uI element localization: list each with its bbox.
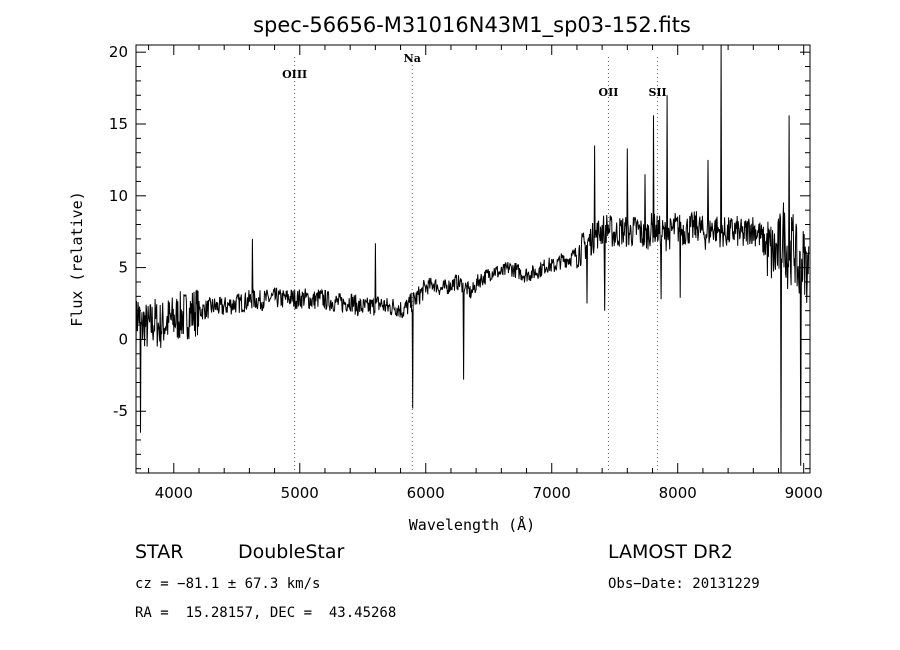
y-tick-label: -5: [113, 402, 128, 420]
plot-frame: [135, 44, 811, 474]
redshift-text: cz = −81.1 ± 67.3 km/s: [135, 576, 321, 592]
y-tick-label: 5: [118, 259, 128, 277]
spectral-line-markers: OIII Na OII SII: [282, 52, 667, 473]
x-tick-label: 9000: [785, 484, 823, 502]
spectrum-line: [135, 44, 810, 474]
observation-date: Obs−Date: 20131229: [608, 576, 760, 592]
y-axis-ticks: -5 0 5 10 15 20: [109, 43, 810, 470]
x-tick-label: 8000: [659, 484, 697, 502]
spectral-line-label-0: OIII: [282, 68, 307, 81]
spectral-line-label-2: OII: [598, 86, 618, 99]
x-tick-label: 7000: [533, 484, 571, 502]
y-tick-label: 0: [118, 330, 128, 348]
spectral-line-label-1: Na: [404, 52, 421, 65]
chart-title: spec-56656-M31016N43M1_sp03-152.fits: [253, 13, 691, 38]
coordinates-text: RA = 15.28157, DEC = 43.45268: [135, 605, 397, 621]
object-subclass: DoubleStar: [238, 541, 345, 563]
y-tick-label: 10: [109, 187, 128, 205]
x-tick-label: 4000: [155, 484, 193, 502]
x-tick-label: 6000: [407, 484, 445, 502]
y-axis-label: Flux (relative): [68, 191, 86, 326]
survey-name: LAMOST DR2: [608, 541, 733, 563]
y-tick-label: 20: [109, 43, 128, 61]
x-axis-ticks: 4000 5000 6000 7000 8000 9000: [148, 45, 823, 502]
x-tick-label: 5000: [281, 484, 319, 502]
y-tick-label: 15: [109, 115, 128, 133]
x-axis-label: Wavelength (Å): [409, 515, 535, 534]
spectral-line-label-3: SII: [648, 86, 666, 99]
object-class: STAR: [135, 541, 184, 563]
spectrum-series: [135, 44, 810, 474]
